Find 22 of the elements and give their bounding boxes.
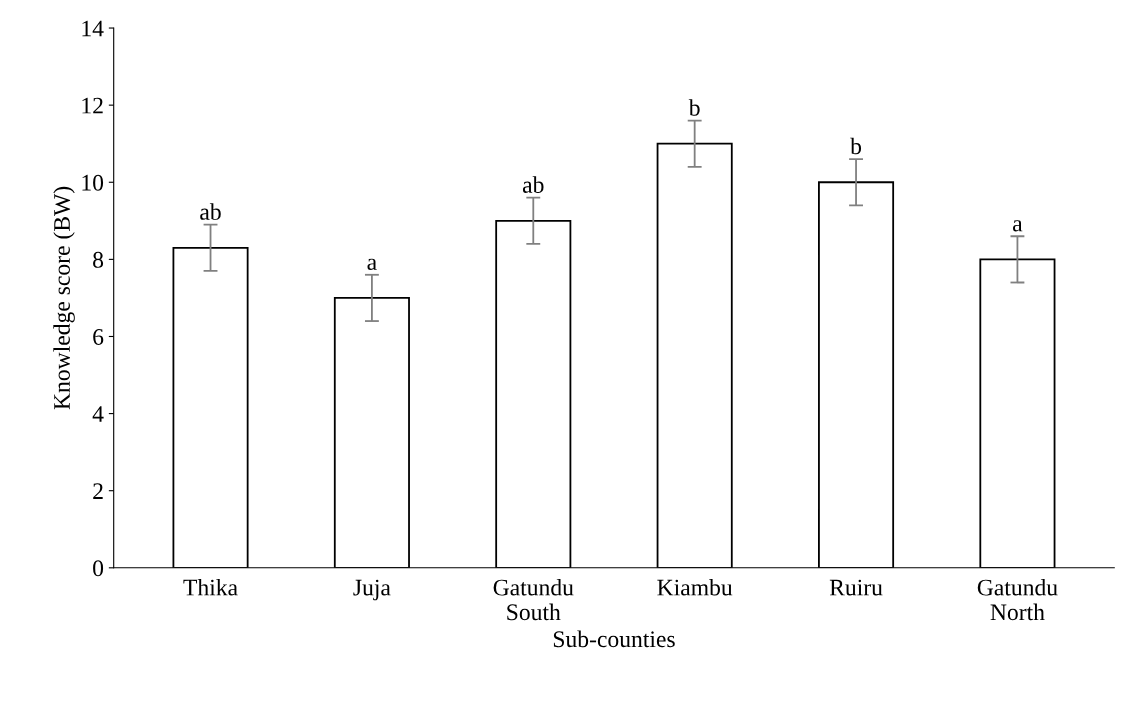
x-tick-label: Gatundu North bbox=[977, 578, 1058, 621]
x-tick-label: Kiambu bbox=[657, 578, 733, 596]
y-tick-label: 12 bbox=[82, 97, 103, 114]
x-tick-label: Juja bbox=[353, 579, 391, 601]
y-tick-label: 10 bbox=[82, 174, 104, 191]
annotation: a bbox=[367, 258, 377, 270]
y-tick-label: 4 bbox=[92, 406, 104, 422]
y-tick-label: 6 bbox=[93, 329, 104, 345]
y-tick-label: 8 bbox=[93, 251, 104, 268]
y-axis-title: Knowledge score (BW) bbox=[53, 186, 75, 410]
x-axis-title: Sub-counties bbox=[553, 630, 675, 648]
annotation: ab bbox=[522, 176, 544, 193]
y-tick-label: 14 bbox=[82, 20, 104, 37]
x-tick-label: Thika bbox=[183, 578, 238, 596]
y-tick-label: 0 bbox=[93, 560, 104, 577]
x-tick-label: Ruiru bbox=[829, 579, 883, 596]
annotation: b bbox=[688, 99, 700, 116]
annotation: a bbox=[1013, 220, 1023, 232]
x-tick-label: Gatundu South bbox=[493, 578, 574, 621]
y-tick-label: 2 bbox=[93, 483, 103, 499]
annotation: ab bbox=[200, 203, 221, 220]
annotation: b bbox=[850, 137, 862, 155]
